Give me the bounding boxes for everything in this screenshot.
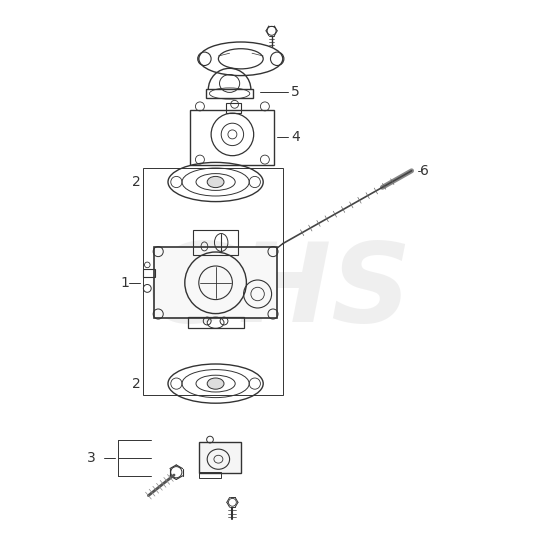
Text: 3: 3 bbox=[87, 451, 96, 465]
Text: 2: 2 bbox=[132, 377, 141, 391]
Ellipse shape bbox=[207, 176, 224, 188]
Text: 5: 5 bbox=[291, 86, 300, 100]
Bar bbox=[143, 269, 155, 277]
Bar bbox=[199, 442, 241, 473]
Text: 1: 1 bbox=[120, 276, 129, 290]
Bar bbox=[206, 89, 253, 98]
Bar bbox=[226, 102, 241, 113]
Text: GHS: GHS bbox=[148, 237, 412, 345]
Bar bbox=[199, 472, 221, 478]
Ellipse shape bbox=[207, 378, 224, 389]
Bar bbox=[190, 110, 274, 165]
Bar bbox=[154, 248, 277, 318]
Text: 2: 2 bbox=[132, 175, 141, 189]
Text: 4: 4 bbox=[291, 130, 300, 144]
Text: 6: 6 bbox=[420, 164, 429, 178]
Bar bbox=[193, 230, 238, 255]
Bar bbox=[188, 317, 244, 328]
Bar bbox=[143, 168, 283, 395]
